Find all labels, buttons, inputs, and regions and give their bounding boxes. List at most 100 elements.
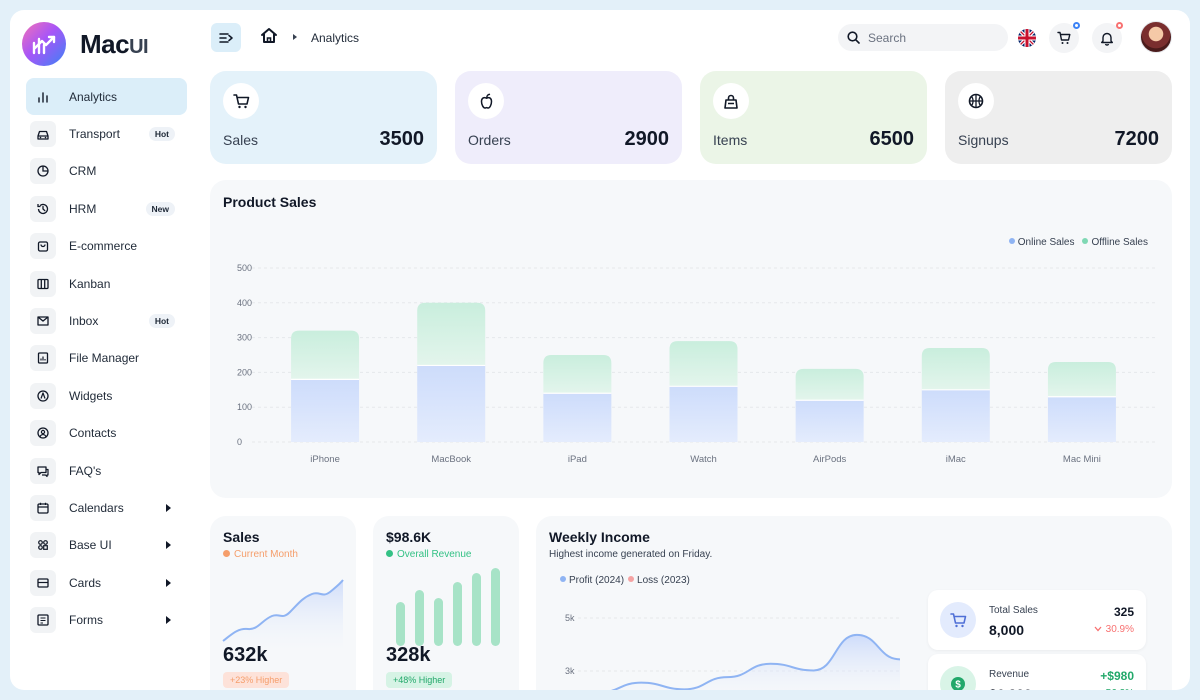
sidebar-item-label: Contacts bbox=[69, 426, 117, 441]
cart-icon bbox=[223, 83, 259, 119]
sidebar-item-label: Kanban bbox=[69, 276, 111, 291]
sidebar-item-faq-s[interactable]: FAQ's bbox=[26, 452, 187, 489]
notification-dot bbox=[1116, 22, 1123, 29]
sidebar-item-contacts[interactable]: Contacts bbox=[26, 415, 187, 452]
sidebar-item-widgets[interactable]: Widgets bbox=[26, 377, 187, 414]
uk-flag-icon[interactable] bbox=[1018, 29, 1036, 47]
stat-card-orders[interactable]: Orders 2900 bbox=[455, 71, 682, 164]
sidebar-item-forms[interactable]: Forms bbox=[26, 601, 187, 638]
sidebar-toggle-button[interactable] bbox=[211, 23, 241, 52]
revenue-bar bbox=[396, 602, 405, 646]
product-sales-chart: 0 100 200 300 400 500 iPhone MacBook iPad Watch Ai… bbox=[237, 263, 1155, 465]
kpi-percent: 30.9% bbox=[1094, 624, 1134, 635]
trend-down-icon bbox=[1094, 626, 1102, 632]
bar-online-sales[interactable] bbox=[795, 400, 864, 442]
menu-collapse-icon bbox=[219, 32, 233, 43]
bar-offline-sales[interactable] bbox=[1047, 361, 1116, 397]
bar-online-sales[interactable] bbox=[291, 379, 360, 442]
kpi-label: Revenue bbox=[989, 669, 1030, 680]
stat-card-sales[interactable]: Sales 3500 bbox=[210, 71, 437, 164]
user-circle-icon bbox=[30, 420, 56, 447]
sidebar-item-e-commerce[interactable]: E-commerce bbox=[26, 228, 187, 265]
kpi-label: Total Sales bbox=[989, 605, 1038, 616]
bar-online-sales[interactable] bbox=[921, 389, 990, 442]
kpi-value: $6,200 bbox=[989, 686, 1032, 690]
sidebar-item-label: Forms bbox=[69, 613, 103, 628]
revenue-change-badge: +48% Higher bbox=[386, 672, 453, 688]
x-tick-label: MacBook bbox=[431, 454, 471, 465]
expand-caret-icon[interactable] bbox=[166, 578, 171, 587]
search-input[interactable] bbox=[868, 30, 988, 45]
sidebar-item-label: Base UI bbox=[69, 538, 112, 553]
stat-label: Sales bbox=[223, 132, 259, 148]
kpi-number: +$980 bbox=[1100, 669, 1134, 683]
expand-caret-icon[interactable] bbox=[166, 541, 171, 550]
car-icon bbox=[30, 121, 56, 148]
stat-card-items[interactable]: Items 6500 bbox=[700, 71, 927, 164]
home-icon[interactable] bbox=[260, 27, 278, 49]
legend-offline-sales[interactable]: Offline Sales bbox=[1082, 237, 1148, 248]
weekly-income-panel: Weekly Income Highest income generated o… bbox=[536, 516, 1172, 690]
svg-text:$: $ bbox=[955, 680, 961, 691]
stat-card-signups[interactable]: Signups 7200 bbox=[945, 71, 1172, 164]
sidebar-item-label: Calendars bbox=[69, 500, 124, 515]
bar-online-sales[interactable] bbox=[543, 393, 612, 442]
bar-offline-sales[interactable] bbox=[921, 348, 990, 390]
revenue-card-title: $98.6K bbox=[386, 529, 432, 545]
cart-notification-dot bbox=[1073, 22, 1080, 29]
bar-offline-sales[interactable] bbox=[291, 330, 360, 380]
revenue-bar bbox=[472, 573, 481, 646]
weekly-income-chart: 5k 3k bbox=[565, 613, 901, 690]
user-avatar[interactable] bbox=[1140, 21, 1172, 53]
cart-icon bbox=[1057, 31, 1071, 44]
bar-online-sales[interactable] bbox=[669, 386, 738, 442]
brand-logo[interactable]: MacUI bbox=[22, 22, 149, 66]
product-sales-title: Product Sales bbox=[223, 194, 317, 210]
bar-offline-sales[interactable] bbox=[543, 355, 612, 394]
bar-offline-sales[interactable] bbox=[417, 302, 486, 366]
sidebar-item-file-manager[interactable]: File Manager bbox=[26, 340, 187, 377]
shopping-bag-icon bbox=[30, 233, 56, 260]
y-tick-label: 100 bbox=[237, 402, 252, 412]
search-box[interactable] bbox=[838, 24, 1008, 51]
profit-area bbox=[614, 634, 900, 690]
sidebar-item-cards[interactable]: Cards bbox=[26, 564, 187, 601]
sidebar-item-label: File Manager bbox=[69, 351, 140, 366]
stat-value: 3500 bbox=[379, 128, 425, 150]
revenue-bar bbox=[434, 598, 443, 646]
sidebar-item-base-ui[interactable]: Base UI bbox=[26, 527, 187, 564]
kpi-number: 325 bbox=[1113, 605, 1134, 619]
sidebar-item-kanban[interactable]: Kanban bbox=[26, 265, 187, 302]
legend-loss-2023[interactable]: Loss (2023) bbox=[628, 575, 690, 586]
legend-profit-2024[interactable]: Profit (2024) bbox=[560, 575, 624, 586]
revenue-bar bbox=[453, 582, 462, 646]
bar-online-sales[interactable] bbox=[1047, 396, 1116, 442]
apple-icon bbox=[468, 83, 504, 119]
bar-online-sales[interactable] bbox=[417, 365, 486, 442]
sidebar-item-crm[interactable]: CRM bbox=[26, 153, 187, 190]
sidebar-item-analytics[interactable]: Analytics bbox=[26, 78, 187, 116]
sidebar-item-hrm[interactable]: HRM New bbox=[26, 190, 187, 227]
kpi-value: 8,000 bbox=[989, 622, 1025, 638]
revenue-card: $98.6K Overall Revenue 328k +48% Higher bbox=[373, 516, 519, 690]
sidebar-item-transport[interactable]: Transport Hot bbox=[26, 115, 187, 152]
sales-change-badge: +23% Higher bbox=[223, 672, 290, 688]
profit-line[interactable] bbox=[598, 633, 901, 690]
sidebar-item-inbox[interactable]: Inbox Hot bbox=[26, 302, 187, 339]
sidebar-badge: Hot bbox=[148, 127, 175, 142]
expand-caret-icon[interactable] bbox=[166, 503, 171, 512]
revenue-bar bbox=[415, 590, 424, 646]
cart-button[interactable] bbox=[1049, 22, 1080, 53]
search-icon bbox=[847, 31, 860, 44]
grid-icon bbox=[30, 532, 56, 559]
notifications-button[interactable] bbox=[1092, 22, 1123, 53]
pie-chart-icon bbox=[30, 158, 56, 185]
legend-online-sales[interactable]: Online Sales bbox=[1008, 237, 1074, 248]
y-tick-label: 3k bbox=[565, 666, 575, 676]
bar-offline-sales[interactable] bbox=[669, 341, 738, 387]
kpi-card-total-sales[interactable]: Total Sales 8,000 325 30.9% bbox=[928, 590, 1146, 650]
bar-offline-sales[interactable] bbox=[795, 368, 864, 401]
sidebar-item-calendars[interactable]: Calendars bbox=[26, 489, 187, 526]
expand-caret-icon[interactable] bbox=[166, 616, 171, 625]
kpi-card-revenue[interactable]: $ Revenue $6,200 +$980 56.2% bbox=[928, 654, 1146, 690]
